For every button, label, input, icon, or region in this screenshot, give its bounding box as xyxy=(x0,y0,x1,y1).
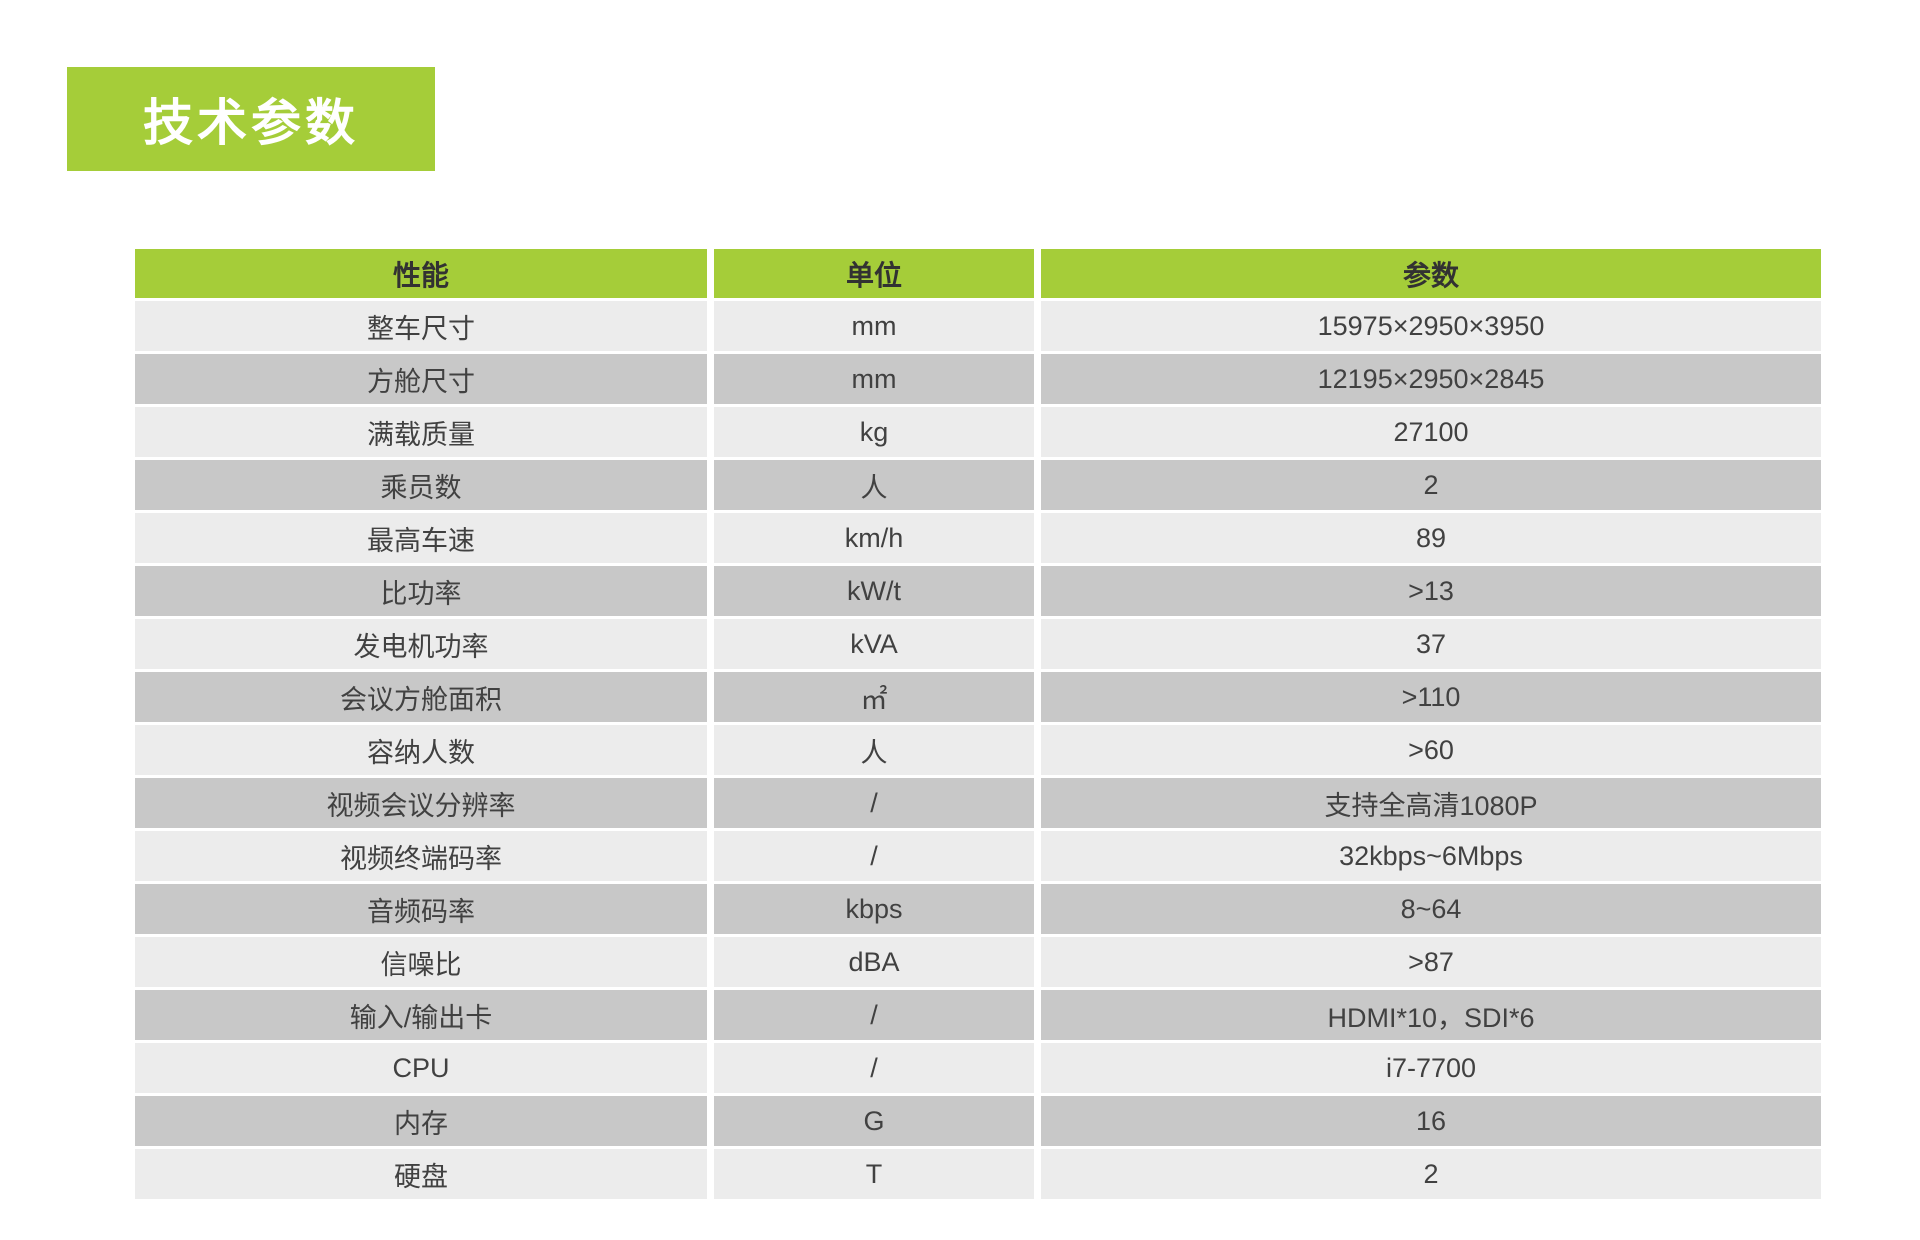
cell-unit: kg xyxy=(714,407,1034,457)
cell-unit: km/h xyxy=(714,513,1034,563)
table-row: 视频会议分辨率 / 支持全高清1080P xyxy=(135,778,1821,828)
cell-value: >87 xyxy=(1041,937,1821,987)
cell-unit: kbps xyxy=(714,884,1034,934)
cell-unit: G xyxy=(714,1096,1034,1146)
cell-performance: CPU xyxy=(135,1043,707,1093)
cell-value: 89 xyxy=(1041,513,1821,563)
cell-performance: 最高车速 xyxy=(135,513,707,563)
cell-value: 37 xyxy=(1041,619,1821,669)
table-row: 容纳人数人 >60 xyxy=(135,725,1821,775)
table-row: 输入/输出卡 / HDMI*10，SDI*6 xyxy=(135,990,1821,1040)
table-row: 乘员数人 2 xyxy=(135,460,1821,510)
spec-table-body: 整车尺寸 mm 15975×2950×3950 方舱尺寸 mm 12195×2950×28… xyxy=(135,301,1821,1199)
cell-unit: / xyxy=(714,1043,1034,1093)
table-row: 方舱尺寸 mm 12195×2950×2845 xyxy=(135,354,1821,404)
cell-value: >60 xyxy=(1041,725,1821,775)
cell-unit: mm xyxy=(714,301,1034,351)
cell-performance: 整车尺寸 xyxy=(135,301,707,351)
cell-performance: 音频码率 xyxy=(135,884,707,934)
cell-unit: / xyxy=(714,778,1034,828)
table-row: 满载质量 kg 27100 xyxy=(135,407,1821,457)
cell-unit: 人 xyxy=(714,725,1034,775)
cell-unit: 人 xyxy=(714,460,1034,510)
cell-value: >13 xyxy=(1041,566,1821,616)
cell-unit: / xyxy=(714,831,1034,881)
cell-unit: kVA xyxy=(714,619,1034,669)
table-row: 硬盘 T 2 xyxy=(135,1149,1821,1199)
cell-unit: T xyxy=(714,1149,1034,1199)
page-title: 技术参数 xyxy=(67,67,435,171)
cell-value: 2 xyxy=(1041,460,1821,510)
cell-performance: 视频会议分辨率 xyxy=(135,778,707,828)
cell-unit: kW/t xyxy=(714,566,1034,616)
cell-value: 15975×2950×3950 xyxy=(1041,301,1821,351)
cell-performance: 发电机功率 xyxy=(135,619,707,669)
cell-unit: dBA xyxy=(714,937,1034,987)
cell-unit: mm xyxy=(714,354,1034,404)
column-header-unit: 单位 xyxy=(714,249,1034,298)
table-header-row: 性能 单位 参数 xyxy=(135,249,1821,298)
table-row: 视频终端码率/32kbps~6Mbps xyxy=(135,831,1821,881)
cell-value: 32kbps~6Mbps xyxy=(1041,831,1821,881)
cell-performance: 比功率 xyxy=(135,566,707,616)
spec-table: 性能 单位 参数 整车尺寸 mm 15975×2950×3950 方舱尺寸 mm 1219… xyxy=(135,249,1821,1202)
table-row: CPU / i7-7700 xyxy=(135,1043,1821,1093)
cell-value: 2 xyxy=(1041,1149,1821,1199)
column-header-parameter: 参数 xyxy=(1041,249,1821,298)
cell-performance: 信噪比 xyxy=(135,937,707,987)
table-row: 信噪比 dBA >87 xyxy=(135,937,1821,987)
table-row: 发电机功率 kVA 37 xyxy=(135,619,1821,669)
cell-value: 16 xyxy=(1041,1096,1821,1146)
cell-performance: 输入/输出卡 xyxy=(135,990,707,1040)
cell-value: 12195×2950×2845 xyxy=(1041,354,1821,404)
cell-value: 支持全高清1080P xyxy=(1041,778,1821,828)
cell-performance: 满载质量 xyxy=(135,407,707,457)
cell-value: 8~64 xyxy=(1041,884,1821,934)
cell-performance: 方舱尺寸 xyxy=(135,354,707,404)
table-row: 音频码率 kbps 8~64 xyxy=(135,884,1821,934)
cell-performance: 会议方舱面积 xyxy=(135,672,707,722)
cell-performance: 视频终端码率 xyxy=(135,831,707,881)
cell-value: 27100 xyxy=(1041,407,1821,457)
table-row: 内存 G 16 xyxy=(135,1096,1821,1146)
cell-value: >110 xyxy=(1041,672,1821,722)
cell-value: HDMI*10，SDI*6 xyxy=(1041,990,1821,1040)
table-row: 最高车速 km/h 89 xyxy=(135,513,1821,563)
cell-performance: 内存 xyxy=(135,1096,707,1146)
cell-unit: / xyxy=(714,990,1034,1040)
table-row: 比功率 kW/t >13 xyxy=(135,566,1821,616)
table-row: 整车尺寸 mm 15975×2950×3950 xyxy=(135,301,1821,351)
cell-performance: 乘员数 xyxy=(135,460,707,510)
cell-performance: 容纳人数 xyxy=(135,725,707,775)
cell-unit: ㎡ xyxy=(714,672,1034,722)
cell-performance: 硬盘 xyxy=(135,1149,707,1199)
cell-value: i7-7700 xyxy=(1041,1043,1821,1093)
column-header-performance: 性能 xyxy=(135,249,707,298)
